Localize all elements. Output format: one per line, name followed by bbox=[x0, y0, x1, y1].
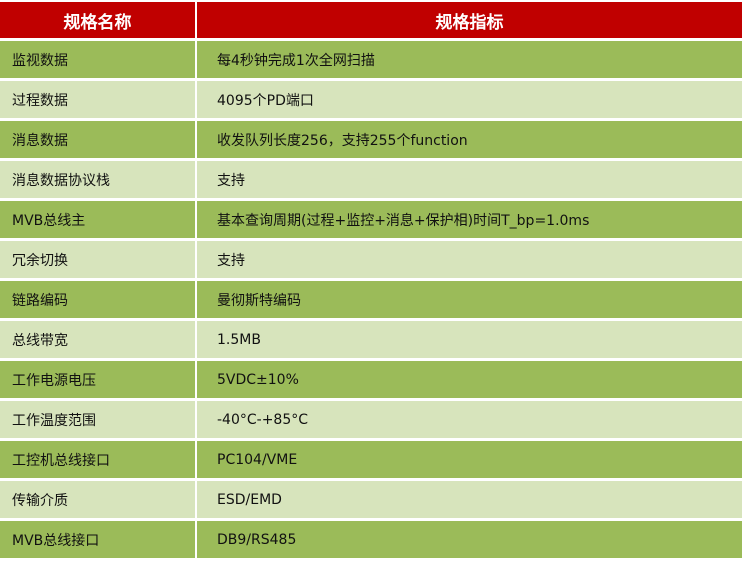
spec-name: 监视数据 bbox=[0, 41, 195, 78]
spec-name: 工控机总线接口 bbox=[0, 441, 195, 478]
spec-value: -40°C-+85°C bbox=[197, 401, 742, 438]
spec-name: MVB总线主 bbox=[0, 201, 195, 238]
header-row: 规格名称 规格指标 bbox=[0, 2, 742, 38]
spec-value: ESD/EMD bbox=[197, 481, 742, 518]
spec-value: 每4秒钟完成1次全网扫描 bbox=[197, 41, 742, 78]
spec-value: DB9/RS485 bbox=[197, 521, 742, 558]
table-row: 消息数据协议栈 支持 bbox=[0, 161, 742, 198]
spec-value: 支持 bbox=[197, 161, 742, 198]
table-row: 过程数据 4095个PD端口 bbox=[0, 81, 742, 118]
table-row: 工作温度范围 -40°C-+85°C bbox=[0, 401, 742, 438]
table-row: 工作电源电压 5VDC±10% bbox=[0, 361, 742, 398]
spec-name: 冗余切换 bbox=[0, 241, 195, 278]
spec-value: 支持 bbox=[197, 241, 742, 278]
spec-name: 消息数据协议栈 bbox=[0, 161, 195, 198]
header-spec-value: 规格指标 bbox=[197, 2, 742, 38]
table-row: 总线带宽 1.5MB bbox=[0, 321, 742, 358]
spec-name: 工作温度范围 bbox=[0, 401, 195, 438]
table-row: 传输介质 ESD/EMD bbox=[0, 481, 742, 518]
table-row: 链路编码 曼彻斯特编码 bbox=[0, 281, 742, 318]
table-row: MVB总线接口 DB9/RS485 bbox=[0, 521, 742, 558]
table-row: 监视数据 每4秒钟完成1次全网扫描 bbox=[0, 41, 742, 78]
spec-name: 总线带宽 bbox=[0, 321, 195, 358]
spec-name: 工作电源电压 bbox=[0, 361, 195, 398]
spec-name: 消息数据 bbox=[0, 121, 195, 158]
spec-value: 5VDC±10% bbox=[197, 361, 742, 398]
spec-value: 曼彻斯特编码 bbox=[197, 281, 742, 318]
spec-value: 4095个PD端口 bbox=[197, 81, 742, 118]
spec-value: 1.5MB bbox=[197, 321, 742, 358]
spec-name: 链路编码 bbox=[0, 281, 195, 318]
table-row: 冗余切换 支持 bbox=[0, 241, 742, 278]
table-row: MVB总线主 基本查询周期(过程+监控+消息+保护相)时间T_bp=1.0ms bbox=[0, 201, 742, 238]
table-row: 工控机总线接口 PC104/VME bbox=[0, 441, 742, 478]
spec-name: MVB总线接口 bbox=[0, 521, 195, 558]
spec-name: 过程数据 bbox=[0, 81, 195, 118]
spec-name: 传输介质 bbox=[0, 481, 195, 518]
header-spec-name: 规格名称 bbox=[0, 2, 195, 38]
spec-value: PC104/VME bbox=[197, 441, 742, 478]
spec-value: 收发队列长度256，支持255个function bbox=[197, 121, 742, 158]
table-row: 消息数据 收发队列长度256，支持255个function bbox=[0, 121, 742, 158]
spec-value: 基本查询周期(过程+监控+消息+保护相)时间T_bp=1.0ms bbox=[197, 201, 742, 238]
